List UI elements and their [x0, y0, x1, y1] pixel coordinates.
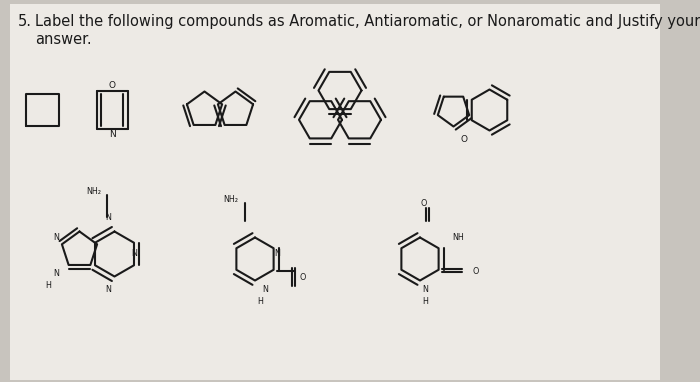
Text: N: N	[422, 285, 428, 293]
Text: N: N	[108, 131, 116, 139]
Text: answer.: answer.	[35, 32, 92, 47]
Text: H: H	[422, 296, 428, 306]
Text: O: O	[421, 199, 427, 207]
Text: O: O	[300, 272, 306, 282]
Text: NH: NH	[452, 233, 464, 241]
Text: N: N	[105, 214, 111, 222]
FancyBboxPatch shape	[10, 4, 660, 380]
Text: N: N	[131, 249, 137, 259]
Text: O: O	[461, 136, 468, 144]
Text: H: H	[257, 298, 263, 306]
Text: NH₂: NH₂	[223, 194, 239, 204]
Text: NH₂: NH₂	[87, 188, 101, 196]
Text: O: O	[108, 81, 116, 89]
Text: N: N	[105, 285, 111, 295]
Text: 5.: 5.	[18, 14, 32, 29]
Text: Label the following compounds as Aromatic, Antiaromatic, or Nonaromatic and Just: Label the following compounds as Aromati…	[35, 14, 700, 29]
Text: N: N	[274, 249, 280, 259]
Text: H: H	[45, 282, 51, 290]
Text: O: O	[473, 267, 480, 275]
Text: N: N	[53, 269, 59, 278]
Text: N: N	[262, 285, 268, 293]
Text: N: N	[53, 233, 59, 241]
